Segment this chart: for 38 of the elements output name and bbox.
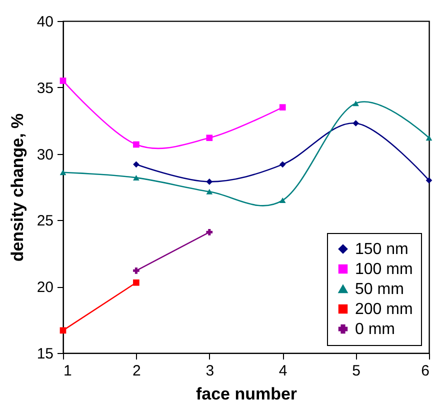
y-tick-label: 20 — [36, 279, 54, 296]
legend-label: 100 mm — [355, 261, 413, 278]
x-axis-title: face number — [196, 384, 298, 404]
x-tick-label: 5 — [352, 362, 360, 380]
legend-label: 200 mm — [355, 301, 413, 318]
x-tick-label: 4 — [278, 362, 288, 380]
point — [279, 104, 286, 110]
point — [133, 141, 140, 148]
legend-label: 150 nm — [355, 241, 408, 258]
x-tick-label: 1 — [64, 362, 72, 380]
point — [426, 135, 432, 141]
point — [133, 268, 140, 274]
point — [426, 177, 432, 184]
legend-label: 50 mm — [355, 281, 404, 298]
point — [133, 161, 140, 168]
point — [60, 170, 66, 176]
point — [206, 188, 213, 194]
y-tick-label: 40 — [36, 14, 54, 30]
x-tick-label: 3 — [206, 362, 214, 380]
point — [352, 100, 359, 106]
legend-label: 0 mm — [355, 321, 395, 338]
point — [279, 161, 286, 168]
point — [133, 279, 140, 286]
point — [206, 178, 213, 185]
x-tick-label: 2 — [132, 362, 141, 380]
point — [60, 78, 66, 84]
y-axis-title: density change, % — [8, 113, 27, 262]
x-tick-label: 6 — [421, 362, 430, 380]
y-tick-label: 15 — [36, 346, 54, 362]
point — [133, 174, 140, 180]
y-tick-label: 25 — [36, 212, 54, 230]
y-tick-label: 30 — [36, 146, 54, 164]
y-tick-label: 35 — [36, 80, 54, 97]
point — [352, 120, 359, 126]
point — [206, 228, 213, 236]
point — [279, 198, 286, 204]
point — [60, 327, 66, 334]
point — [206, 134, 213, 142]
